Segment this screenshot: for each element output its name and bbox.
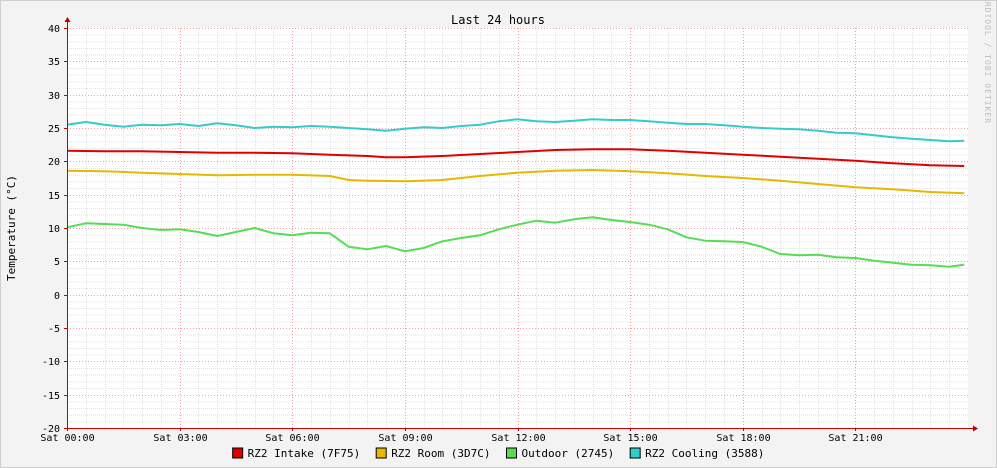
legend-label-2: Outdoor (2745) xyxy=(522,447,615,460)
y-tick-label: 30 xyxy=(48,91,60,102)
y-tick-label: 0 xyxy=(54,291,60,302)
rrdtool-watermark: RRDTOOL / TOBI OETIKER xyxy=(983,0,992,124)
legend-label-3: RZ2 Cooling (3588) xyxy=(645,447,764,460)
x-axis-arrow xyxy=(973,425,978,432)
series-line-1 xyxy=(66,169,965,195)
y-tick-label: 25 xyxy=(48,124,60,135)
grid xyxy=(67,28,968,429)
x-tick-label: Sat 06:00 xyxy=(265,433,319,444)
x-tick-label: Sat 00:00 xyxy=(40,433,94,444)
series-lines xyxy=(66,118,965,268)
x-tick-label: Sat 03:00 xyxy=(153,433,207,444)
legend-label-1: RZ2 Room (3D7C) xyxy=(391,447,490,460)
x-tick-label: Sat 21:00 xyxy=(828,433,882,444)
y-tick-label: 20 xyxy=(48,157,60,168)
legend-swatch-2 xyxy=(506,447,517,459)
x-tick-label: Sat 12:00 xyxy=(491,433,545,444)
y-axis-arrow xyxy=(64,17,71,22)
x-tick-label: Sat 15:00 xyxy=(603,433,657,444)
y-tick-label: -15 xyxy=(42,391,60,402)
y-tick-label: 15 xyxy=(48,191,60,202)
series-line-3 xyxy=(66,118,965,143)
legend-swatch-0 xyxy=(232,447,244,459)
series-line-0 xyxy=(66,148,965,167)
y-tick-label: 10 xyxy=(48,224,60,235)
legend-swatch-3 xyxy=(629,447,641,459)
y-axis-label: Temperature (°C) xyxy=(5,175,18,281)
x-tick-label: Sat 18:00 xyxy=(716,433,770,444)
y-tick-label: -10 xyxy=(42,357,60,368)
y-tick-label: 40 xyxy=(48,24,60,35)
y-tick-label: -5 xyxy=(48,324,60,335)
y-tick-label: -20 xyxy=(42,424,60,435)
legend: RZ2 Intake (7F75) RZ2 Room (3D7C) Outdoor … xyxy=(232,447,764,460)
chart-title: Last 24 hours xyxy=(451,13,545,27)
series-line-2 xyxy=(66,216,965,268)
legend-swatch-1 xyxy=(375,447,387,459)
legend-label-0: RZ2 Intake (7F75) xyxy=(248,447,361,460)
x-tick-label: Sat 09:00 xyxy=(378,433,432,444)
y-tick-label: 35 xyxy=(48,57,60,68)
y-tick-label: 5 xyxy=(54,257,60,268)
